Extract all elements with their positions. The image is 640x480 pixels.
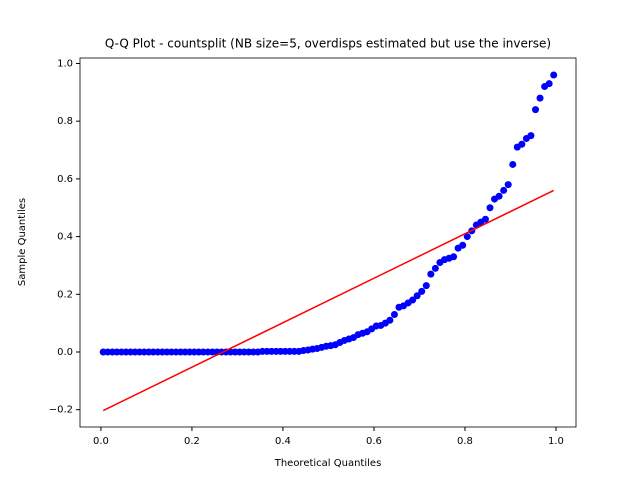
y-tick-label: 0.0: [57, 347, 73, 358]
y-tick-label: 0.2: [57, 289, 73, 300]
point: [550, 71, 558, 79]
chart-title: Q-Q Plot - countsplit (NB size=5, overdi…: [105, 37, 551, 51]
x-tick-label: 1.0: [548, 436, 564, 447]
point: [504, 181, 512, 189]
point: [413, 292, 421, 300]
x-tick-label: 0.2: [184, 436, 200, 447]
point: [409, 296, 417, 304]
point: [386, 316, 394, 324]
point: [495, 192, 503, 200]
x-tick-label: 0.0: [93, 436, 109, 447]
x-tick-label: 0.6: [366, 436, 382, 447]
point: [463, 233, 471, 241]
point: [450, 253, 458, 261]
point: [481, 215, 489, 223]
point: [532, 106, 540, 114]
line: [102, 189, 555, 412]
plot-frame: [79, 57, 577, 428]
point: [418, 287, 426, 295]
y-axis-label: Sample Quantiles: [17, 198, 28, 286]
x-tick-label: 0.8: [457, 436, 473, 447]
y-tick-label: 1.0: [57, 58, 73, 69]
point: [518, 140, 526, 148]
y-tick-label: 0.6: [57, 174, 73, 185]
y-tick-label: −0.2: [49, 405, 73, 416]
point: [509, 160, 517, 168]
point: [545, 80, 553, 88]
x-axis-label: Theoretical Quantiles: [274, 458, 382, 469]
point: [427, 270, 435, 278]
point: [486, 204, 494, 212]
point: [459, 241, 467, 249]
point: [536, 94, 544, 102]
point: [527, 132, 535, 140]
point: [390, 310, 398, 318]
y-tick-label: 0.4: [57, 232, 73, 243]
point: [431, 264, 439, 272]
y-tick-label: 0.8: [57, 116, 73, 127]
point: [500, 186, 508, 194]
x-tick-label: 0.4: [275, 436, 291, 447]
point: [422, 282, 430, 290]
